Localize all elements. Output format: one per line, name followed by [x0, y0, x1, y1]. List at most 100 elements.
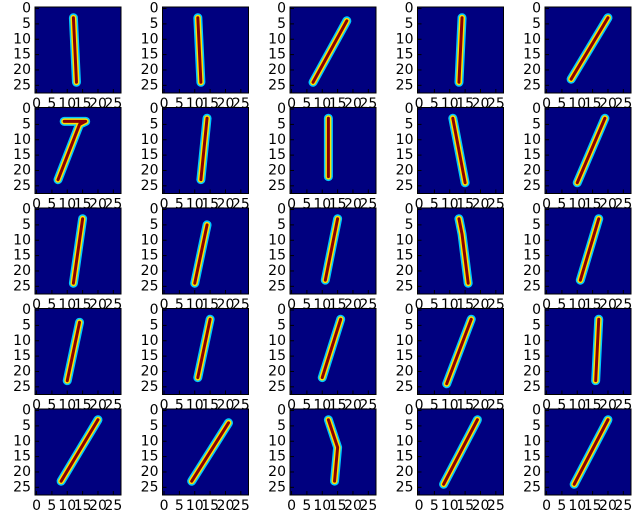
- x-tick-label: 5: [47, 197, 56, 213]
- x-tick-label: 5: [302, 197, 311, 213]
- y-tick-label: 20: [141, 263, 159, 279]
- x-tick-label: 5: [557, 96, 566, 112]
- y-tick-label: 15: [13, 348, 31, 364]
- image-content: [323, 415, 343, 486]
- y-tick-label: 25: [141, 178, 159, 194]
- axes-frame: [289, 207, 377, 295]
- x-tick-label: 5: [47, 498, 56, 514]
- image-content: [190, 220, 212, 288]
- y-tick-label: 20: [396, 62, 414, 78]
- y-tick-label: 20: [13, 263, 31, 279]
- y-tick-label: 0: [405, 1, 414, 17]
- axes-frame: [34, 107, 122, 194]
- image-content: [68, 13, 81, 87]
- x-tick-label: 10: [313, 498, 331, 514]
- image-content: [572, 113, 610, 188]
- y-tick-label: 15: [396, 449, 414, 465]
- y-tick-label: 20: [268, 62, 286, 78]
- x-tick-label: 0: [160, 197, 169, 213]
- x-tick-label: 20: [217, 498, 235, 514]
- axes-frame: [162, 207, 249, 295]
- x-tick-label: 5: [175, 197, 184, 213]
- y-tick-label: 5: [532, 217, 541, 233]
- x-tick-label: 25: [232, 498, 250, 514]
- y-tick-label: 5: [277, 317, 286, 333]
- axes-frame: [417, 207, 504, 295]
- y-tick-label: 10: [396, 132, 414, 148]
- x-tick-label: 5: [430, 197, 439, 213]
- y-tick-label: 15: [13, 47, 31, 63]
- image-content: [566, 13, 613, 84]
- y-tick-label: 25: [268, 178, 286, 194]
- x-tick-label: 5: [557, 197, 566, 213]
- y-tick-label: 10: [268, 232, 286, 248]
- y-tick-label: 0: [22, 302, 31, 318]
- y-tick-label: 5: [150, 217, 159, 233]
- y-tick-label: 10: [523, 232, 541, 248]
- y-tick-label: 10: [13, 333, 31, 349]
- image-content: [196, 113, 212, 185]
- image-content: [320, 214, 343, 285]
- x-tick-label: 0: [415, 96, 424, 112]
- x-tick-label: 0: [542, 498, 551, 514]
- y-tick-label: 25: [523, 379, 541, 395]
- axes-frame: [544, 6, 632, 94]
- y-tick-label: 25: [141, 77, 159, 93]
- y-tick-label: 15: [523, 449, 541, 465]
- y-tick-label: 15: [141, 147, 159, 163]
- y-tick-label: 0: [405, 101, 414, 117]
- y-tick-label: 10: [523, 433, 541, 449]
- y-tick-label: 10: [268, 433, 286, 449]
- x-tick-label: 5: [430, 398, 439, 414]
- y-tick-label: 15: [268, 147, 286, 163]
- x-tick-label: 25: [104, 498, 122, 514]
- x-tick-label: 20: [472, 498, 490, 514]
- y-tick-label: 15: [141, 449, 159, 465]
- y-tick-label: 25: [268, 479, 286, 495]
- digit-stroke: [320, 317, 343, 380]
- y-tick-label: 20: [523, 162, 541, 178]
- digit-stroke: [65, 320, 82, 383]
- x-tick-label: 0: [287, 498, 296, 514]
- y-tick-label: 10: [13, 232, 31, 248]
- x-tick-label: 5: [557, 297, 566, 313]
- axes-frame: [417, 408, 504, 496]
- x-tick-label: 10: [568, 498, 586, 514]
- y-tick-label: 10: [396, 232, 414, 248]
- y-tick-label: 20: [141, 363, 159, 379]
- y-tick-label: 15: [523, 248, 541, 264]
- y-tick-label: 0: [277, 202, 286, 218]
- x-tick-label: 5: [175, 398, 184, 414]
- x-tick-label: 0: [160, 398, 169, 414]
- digit-stroke: [59, 418, 100, 483]
- image-content: [308, 16, 352, 87]
- y-tick-label: 20: [523, 62, 541, 78]
- axes-frame: [162, 107, 249, 194]
- y-tick-label: 15: [396, 248, 414, 264]
- y-tick-label: 20: [268, 263, 286, 279]
- y-tick-label: 15: [268, 348, 286, 364]
- y-tick-label: 5: [532, 116, 541, 132]
- digit-stroke: [572, 418, 610, 486]
- image-content: [575, 214, 604, 285]
- y-tick-label: 0: [150, 101, 159, 117]
- y-tick-label: 5: [22, 16, 31, 32]
- y-tick-label: 5: [150, 418, 159, 434]
- y-tick-label: 5: [150, 317, 159, 333]
- x-tick-label: 0: [542, 398, 551, 414]
- y-tick-label: 0: [532, 101, 541, 117]
- y-tick-label: 15: [396, 47, 414, 63]
- digit-stroke: [311, 19, 349, 84]
- y-tick-label: 20: [268, 162, 286, 178]
- y-tick-label: 20: [396, 464, 414, 480]
